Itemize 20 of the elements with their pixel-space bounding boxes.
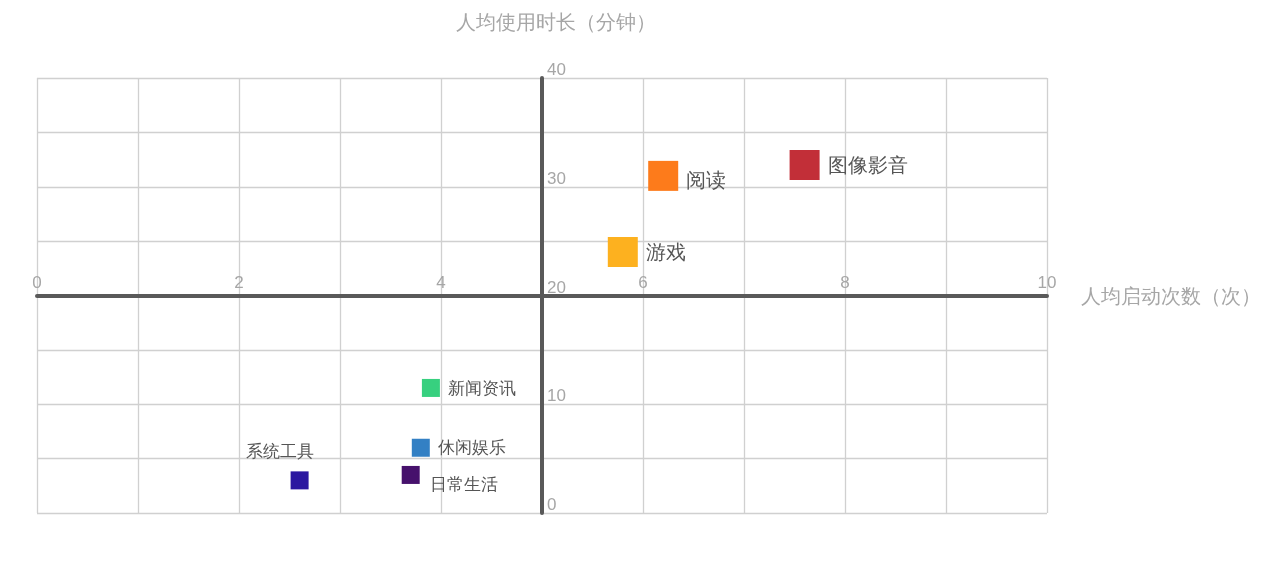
series-label: 休闲娱乐 bbox=[437, 438, 506, 458]
y-tick-label: 0 bbox=[547, 495, 557, 514]
series-label: 图像影音 bbox=[827, 154, 908, 176]
y-tick-label: 30 bbox=[547, 168, 566, 188]
series-label: 日常生活 bbox=[429, 475, 498, 495]
x-tick-label: 10 bbox=[1037, 272, 1057, 292]
y-tick-label: 40 bbox=[547, 60, 566, 79]
y-tick-label: 10 bbox=[547, 386, 566, 406]
series-label: 新闻资讯 bbox=[447, 379, 516, 399]
x-axis-title: 人均启动次数（次） bbox=[1081, 284, 1261, 307]
x-tick-label: 6 bbox=[638, 272, 648, 292]
y-axis-title: 人均使用时长（分钟） bbox=[456, 11, 656, 33]
x-tick-label: 4 bbox=[436, 272, 446, 292]
series-label: 阅读 bbox=[686, 168, 727, 191]
x-tick-label: 8 bbox=[840, 272, 850, 292]
x-tick-label: 0 bbox=[32, 272, 42, 292]
y-tick-label: 20 bbox=[547, 277, 566, 297]
series-label: 游戏 bbox=[645, 241, 686, 263]
x-tick-label: 2 bbox=[234, 272, 244, 292]
series-label: 系统工具 bbox=[245, 442, 314, 462]
